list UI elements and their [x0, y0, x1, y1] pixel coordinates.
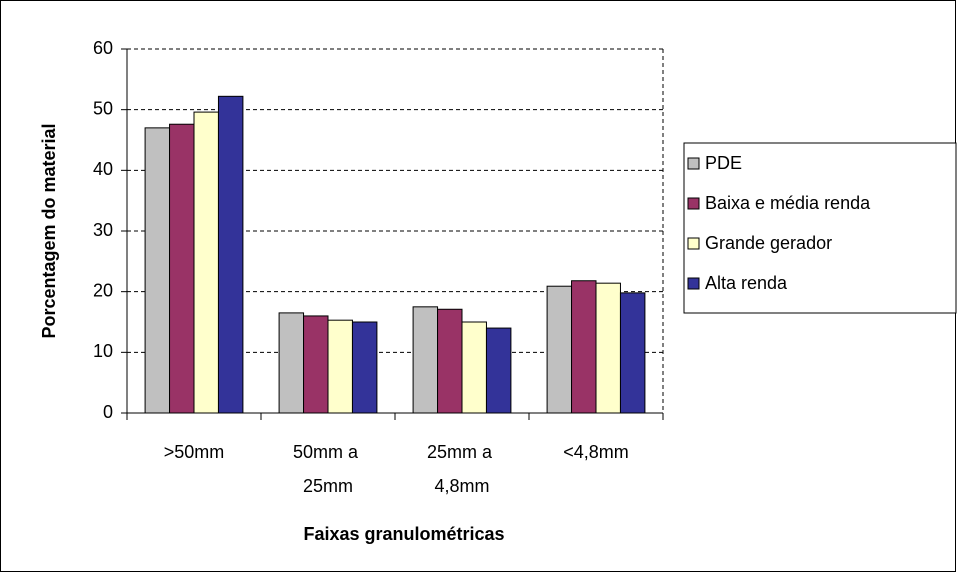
bar — [303, 315, 329, 414]
x-tick-label: 25mm a 4,8mm — [427, 442, 497, 496]
y-tick-label: 60 — [93, 38, 113, 58]
bar — [193, 111, 219, 414]
bar — [412, 306, 439, 414]
legend-label: PDE — [705, 153, 742, 173]
y-tick-label: 40 — [93, 159, 113, 179]
x-tick-label: 50mm a 25mm — [293, 442, 363, 496]
bar — [278, 312, 305, 414]
legend-swatch — [687, 197, 700, 210]
bar — [485, 327, 512, 414]
bar — [595, 282, 621, 414]
bar — [327, 319, 353, 414]
y-tick-label: 0 — [103, 402, 113, 422]
legend-swatch — [687, 157, 700, 170]
bar — [351, 321, 378, 414]
x-axis-title: Faixas granulométricas — [303, 524, 504, 544]
bar — [437, 308, 463, 414]
y-tick-label: 50 — [93, 98, 113, 118]
bar — [461, 321, 487, 414]
bar — [144, 127, 171, 414]
y-axis-title: Porcentagem do material — [39, 123, 59, 338]
legend-label: Baixa e média renda — [705, 193, 871, 213]
x-tick-label: >50mm — [164, 442, 225, 462]
bar — [217, 95, 244, 414]
y-tick-label: 20 — [93, 280, 113, 300]
bar — [546, 285, 573, 414]
legend-swatch — [687, 237, 700, 250]
bar — [619, 292, 646, 414]
legend-label: Grande gerador — [705, 233, 832, 253]
legend-box — [683, 142, 957, 314]
legend-label: Alta renda — [705, 273, 788, 293]
x-tick-label: <4,8mm — [563, 442, 629, 462]
bar — [169, 123, 195, 414]
y-tick-label: 30 — [93, 220, 113, 240]
legend-swatch — [687, 277, 700, 290]
bar — [571, 280, 597, 414]
y-tick-label: 10 — [93, 341, 113, 361]
